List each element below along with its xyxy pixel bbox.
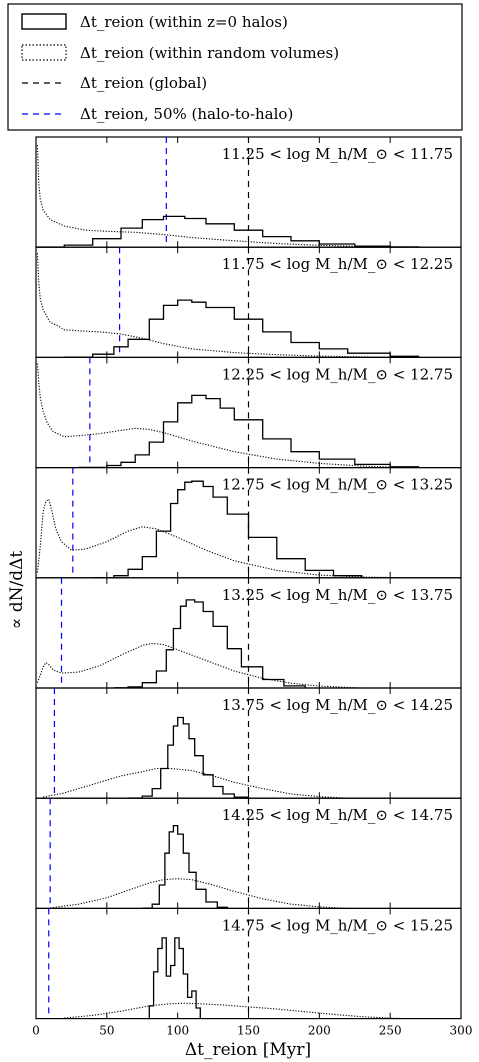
series-random-volumes [36, 145, 405, 248]
panel-label: 11.25 < log M_h/M_⊙ < 11.75 [222, 145, 453, 163]
legend: Δt_reion (within z=0 halos) Δt_reion (wi… [7, 3, 463, 131]
panels: 11.25 < log M_h/M_⊙ < 11.75 11.75 < log M… [35, 136, 462, 1020]
series-random-volumes [64, 1002, 405, 1020]
x-tick-label: 300 [450, 1024, 473, 1038]
panel-7: 14.25 < log M_h/M_⊙ < 14.75 [35, 797, 462, 910]
panel-5: 13.25 < log M_h/M_⊙ < 13.75 [35, 577, 462, 689]
x-tick-label: 100 [166, 1024, 189, 1038]
series-random-volumes [42, 767, 348, 799]
series-halos [36, 215, 420, 248]
legend-swatch-halos [21, 13, 67, 30]
panel-label: 14.25 < log M_h/M_⊙ < 14.75 [222, 806, 453, 824]
legend-label-halos: Δt_reion (within z=0 halos) [80, 13, 288, 31]
series-halos [113, 599, 306, 689]
panel-label: 12.25 < log M_h/M_⊙ < 12.75 [222, 365, 453, 383]
panel-label: 13.25 < log M_h/M_⊙ < 13.75 [222, 586, 453, 604]
panel-6: 13.75 < log M_h/M_⊙ < 14.25 [35, 687, 462, 799]
series-halos [142, 824, 228, 909]
panel-label: 12.75 < log M_h/M_⊙ < 13.25 [222, 476, 453, 494]
panel-label: 11.75 < log M_h/M_⊙ < 12.25 [222, 255, 453, 273]
panel-3: 12.25 < log M_h/M_⊙ < 12.75 [35, 356, 462, 469]
legend-label-halo50: Δt_reion, 50% (halo-to-halo) [80, 105, 293, 123]
series-random-volumes [36, 363, 405, 469]
y-axis-label: ∝ dN/dΔt [7, 551, 27, 630]
panel-4: 12.75 < log M_h/M_⊙ < 13.25 [35, 467, 462, 579]
x-tick-labels: 0 50 100 150 200 250 300 [32, 1024, 472, 1038]
series-random-volumes [36, 253, 405, 358]
panel-label: 14.75 < log M_h/M_⊙ < 15.25 [222, 916, 453, 934]
panel-2: 11.75 < log M_h/M_⊙ < 12.25 [35, 246, 462, 358]
series-halos [147, 937, 201, 1020]
series-halos [128, 716, 250, 799]
series-random-volumes [36, 498, 405, 579]
panel-8: 14.75 < log M_h/M_⊙ < 15.25 [35, 907, 462, 1020]
legend-swatch-random [21, 44, 67, 61]
series-halos [92, 480, 363, 579]
x-tick-label: 0 [32, 1024, 40, 1038]
series-halos [64, 299, 420, 358]
series-halos [78, 394, 420, 469]
panel-1: 11.25 < log M_h/M_⊙ < 11.75 [35, 136, 462, 248]
legend-label-global: Δt_reion (global) [80, 74, 207, 92]
x-tick-label: 200 [308, 1024, 331, 1038]
x-axis-label: Δt_reion [Myr] [185, 1040, 311, 1060]
panel-label: 13.75 < log M_h/M_⊙ < 14.25 [222, 696, 453, 714]
x-tick-label: 250 [379, 1024, 402, 1038]
series-random-volumes [50, 878, 348, 909]
legend-label-random: Δt_reion (within random volumes) [80, 44, 339, 62]
x-tick-label: 50 [99, 1024, 114, 1038]
legend-frame [7, 3, 463, 131]
x-tick-label: 150 [237, 1024, 260, 1038]
series-random-volumes [36, 642, 362, 689]
